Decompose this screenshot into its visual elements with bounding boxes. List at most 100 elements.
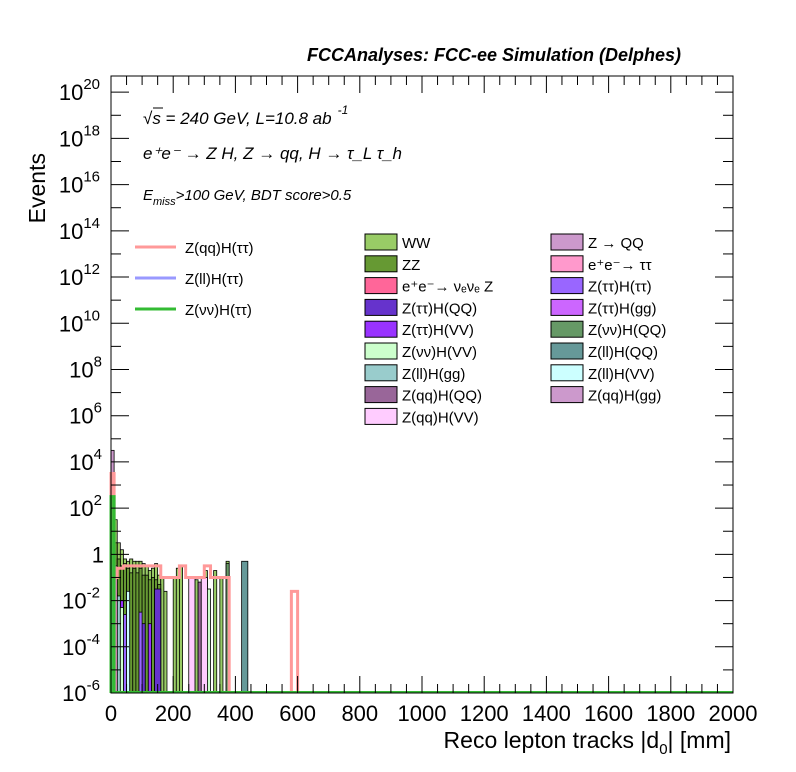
y-tick-exp: 2 [94, 492, 102, 509]
cut-annotation-e: E [143, 187, 154, 204]
legend-bkg-swatch [550, 233, 584, 251]
stack-bar-54 [200, 577, 208, 694]
y-tick-exp: -6 [87, 677, 100, 694]
legend-bkg-label: Z → QQ [588, 235, 644, 252]
y-tick-base: 10 [59, 126, 83, 151]
y-tick-exp: 16 [83, 169, 100, 186]
y-axis-ticks: 102010181016101410121010108106104102110-… [59, 76, 733, 706]
stack-bar-60 [126, 590, 131, 694]
y-tick-label: 104 [69, 446, 102, 475]
stack-bar-18 [172, 577, 177, 694]
stack-bar-24 [213, 570, 218, 694]
y-tick-exp: -2 [87, 585, 100, 602]
legend-bkg-label: Z(ττ)H(ττ) [588, 279, 652, 296]
y-tick-base: 10 [69, 450, 93, 475]
x-tick-label: 600 [279, 701, 316, 726]
stack-bar-38 [144, 574, 149, 694]
cut-annotation-sub: miss [153, 196, 176, 208]
x-axis-label-sub: 0 [659, 741, 667, 758]
y-tick-base: 10 [69, 357, 93, 382]
x-axis-ticks: 0 200 400 600 800 1000 1200 1400 1600 1800 2000 [105, 76, 758, 726]
stack-bar-25 [219, 577, 224, 694]
y-tick-label: 1018 [59, 122, 100, 151]
legend-bkg-label: Z(ττ)H(gg) [588, 300, 657, 317]
x-axis-label-main: Reco lepton tracks |d [444, 727, 660, 753]
legend-signals: Z(qq)H(ττ) Z(ll)H(ττ) Z(νν)H(ττ) [135, 240, 254, 319]
y-tick-base: 10 [59, 173, 83, 198]
legend-bkg-swatch [364, 233, 398, 251]
legend-bkg-swatch [550, 298, 584, 316]
stack-bar-22 [194, 579, 199, 694]
stack-bar-20 [179, 565, 183, 694]
legend-backgrounds: WW Z → QQ ZZ e⁺e⁻→ ττ e⁺e⁻→ νₑνₑ Z Z(ττ)H(ττ)… [364, 233, 666, 426]
y-tick-base: 10 [69, 404, 93, 429]
y-tick-base: 10 [69, 496, 93, 521]
legend-bkg-swatch [364, 342, 398, 360]
legend-bkg-label: Z(νν)H(QQ) [588, 322, 666, 339]
legend-bkg-label: Z(ll)H(QQ) [588, 344, 658, 361]
y-tick-base: 10 [59, 219, 83, 244]
legend-bkg-label: e⁺e⁻→ νₑνₑ Z [402, 279, 493, 296]
stack-bar-34 [132, 567, 137, 694]
legend-signal-label: Z(qq)H(ττ) [185, 240, 254, 257]
stack-bar-44 [154, 588, 162, 694]
x-tick-label: 2000 [709, 701, 758, 726]
legend-bkg-label: e⁺e⁻→ ττ [588, 257, 652, 274]
y-tick-label: 1010 [59, 307, 100, 336]
stack-bar-48 [123, 614, 127, 694]
legend-bkg-swatch [364, 386, 398, 404]
legend-bkg-swatch [550, 386, 584, 404]
stack-bar-55 [119, 607, 124, 694]
energy-annotation-sup: -1 [338, 103, 349, 117]
x-tick-label: 1400 [522, 701, 571, 726]
x-tick-label: 400 [217, 701, 254, 726]
legend-bkg-label: Z(ττ)H(QQ) [402, 300, 477, 317]
energy-annotation: √s = 240 GeV, L=10.8 ab -1 [143, 103, 348, 128]
stack-bar-53 [188, 577, 196, 694]
background-stack [110, 449, 249, 694]
y-tick-exp: -4 [87, 631, 100, 648]
stack-bar-43 [141, 623, 146, 694]
y-tick-label: 1 [92, 542, 104, 567]
legend-bkg-label: Z(ll)H(gg) [402, 366, 465, 383]
legend-bkg-label: Z(ll)H(VV) [588, 366, 655, 383]
legend-signal-label: Z(ll)H(ττ) [185, 271, 244, 288]
legend-bkg-label: WW [402, 235, 431, 252]
y-tick-label: 1012 [59, 261, 100, 290]
x-tick-label: 800 [341, 701, 378, 726]
cut-annotation-rest: >100 GeV, BDT score>0.5 [176, 187, 352, 204]
y-tick-base: 10 [59, 80, 83, 105]
x-tick-label: 1800 [646, 701, 695, 726]
y-tick-label: 10-6 [62, 677, 100, 706]
process-annotation: e⁺e⁻ → Z H, Z → qq, H → τ_L τ_h [143, 144, 402, 163]
legend-bkg-label: Z(ττ)H(VV) [402, 322, 474, 339]
x-tick-label: 200 [155, 701, 192, 726]
legend-bkg-swatch [364, 255, 398, 273]
x-tick-label: 1200 [460, 701, 509, 726]
stack-bar-33 [129, 572, 134, 694]
y-axis-label: Events [24, 153, 50, 223]
y-tick-base: 10 [62, 681, 86, 706]
legend-bkg-swatch [364, 320, 398, 338]
stack-bar-51 [116, 595, 121, 694]
y-tick-label: 102 [69, 492, 102, 521]
x-axis-label: Reco lepton tracks |d0| [mm] [444, 727, 731, 758]
y-tick-exp: 10 [83, 307, 100, 324]
legend-bkg-swatch [550, 364, 584, 382]
stack-bar-46 [147, 623, 152, 694]
stack-bar-35 [135, 572, 140, 694]
y-tick-label: 1020 [59, 76, 100, 105]
y-tick-exp: 20 [83, 76, 100, 93]
legend-bkg-swatch [364, 364, 398, 382]
x-tick-label: 1600 [584, 701, 633, 726]
y-tick-label: 1014 [59, 215, 100, 244]
y-tick-exp: 4 [94, 446, 102, 463]
stack-bar-52 [241, 560, 249, 694]
chart-title: FCCAnalyses: FCC-ee Simulation (Delphes) [307, 45, 681, 65]
legend-bkg-label: ZZ [402, 257, 420, 274]
legend-bkg-swatch [550, 255, 584, 273]
y-tick-label: 106 [69, 400, 102, 429]
legend-bkg-swatch [364, 407, 398, 425]
legend-bkg-label: Z(qq)H(gg) [588, 388, 661, 405]
